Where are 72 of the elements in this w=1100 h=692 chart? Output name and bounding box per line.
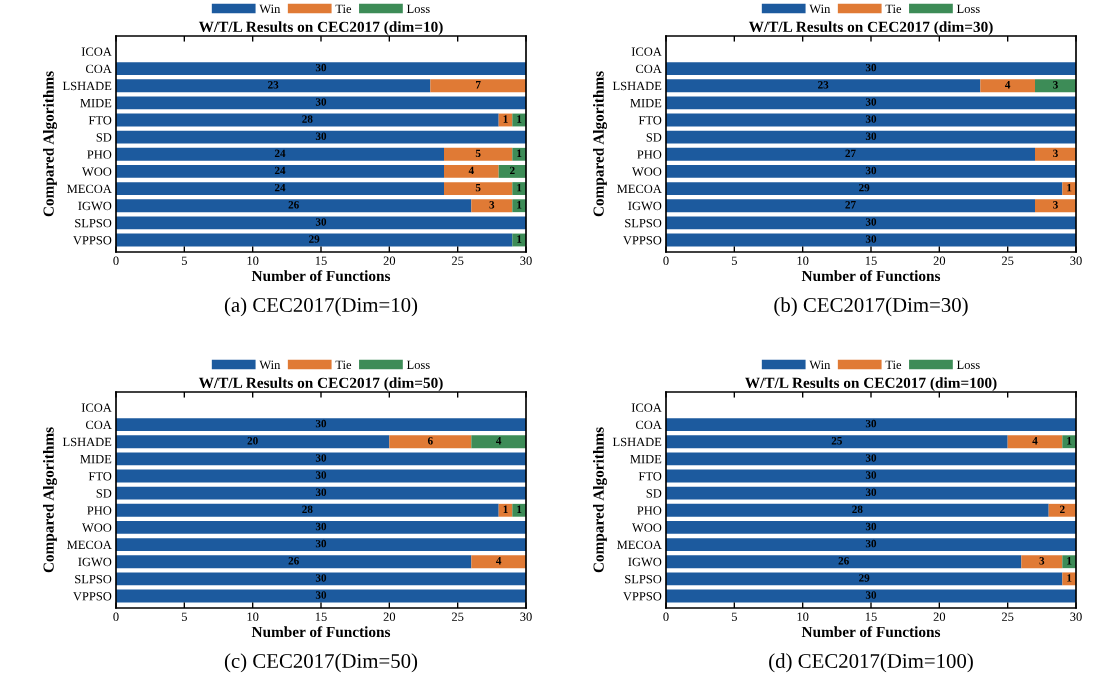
bar — [116, 486, 526, 500]
bar — [666, 113, 1076, 127]
bar — [666, 555, 1022, 569]
bar — [512, 147, 526, 161]
bar — [1062, 555, 1076, 569]
bar — [116, 182, 444, 195]
bar — [116, 233, 513, 247]
bar — [444, 147, 513, 161]
bar — [1007, 435, 1063, 449]
bar — [116, 589, 526, 603]
bar — [116, 62, 526, 75]
bar — [666, 130, 1076, 144]
bar — [116, 79, 431, 93]
bar — [1021, 555, 1063, 569]
text: (c) CEC2017(Dim=50) — [224, 653, 418, 673]
bar — [666, 216, 1076, 230]
text: (b) CEC2017(Dim=30) — [774, 297, 968, 317]
bar — [444, 182, 513, 195]
bar — [666, 79, 981, 93]
bar — [1048, 503, 1076, 517]
bar — [666, 503, 1049, 517]
bar — [666, 182, 1063, 195]
text: (a) CEC2017(Dim=10) — [224, 297, 418, 317]
bar — [116, 130, 526, 144]
bar — [666, 165, 1076, 178]
text: (d) CEC2017(Dim=100) — [769, 653, 973, 673]
bar — [666, 233, 1076, 247]
bar — [666, 521, 1076, 534]
bar — [116, 435, 390, 449]
bar — [666, 418, 1076, 431]
bar — [116, 96, 526, 110]
bar — [471, 555, 526, 569]
bar — [1062, 435, 1076, 449]
bar — [116, 165, 444, 178]
bar — [1035, 79, 1076, 93]
bar — [471, 199, 513, 213]
bar — [498, 503, 513, 517]
bar — [116, 418, 526, 431]
bar — [666, 469, 1076, 483]
bar — [1062, 182, 1076, 195]
bar — [666, 452, 1076, 466]
bar — [666, 147, 1035, 161]
bar — [666, 486, 1076, 500]
bar — [512, 182, 526, 195]
bar — [666, 589, 1076, 603]
bar — [1035, 147, 1076, 161]
bar — [116, 147, 444, 161]
bar — [116, 216, 526, 230]
bar — [1035, 199, 1076, 213]
bar — [116, 521, 526, 534]
bar — [666, 62, 1076, 75]
bar — [666, 538, 1076, 551]
bar — [666, 96, 1076, 110]
bar — [116, 469, 526, 483]
bar — [116, 555, 472, 569]
bar — [116, 503, 499, 517]
bar — [471, 435, 526, 449]
bar — [430, 79, 526, 93]
bar — [116, 113, 499, 127]
bar — [666, 199, 1035, 213]
bar — [116, 452, 526, 466]
bar — [512, 503, 526, 517]
bar — [666, 435, 1008, 449]
bar — [666, 572, 1063, 586]
bar — [498, 165, 526, 178]
bar — [116, 199, 472, 213]
bar — [512, 199, 526, 213]
bar — [389, 435, 472, 449]
bar — [116, 572, 526, 586]
bar — [116, 538, 526, 551]
bar — [444, 165, 499, 178]
bar — [980, 79, 1035, 93]
